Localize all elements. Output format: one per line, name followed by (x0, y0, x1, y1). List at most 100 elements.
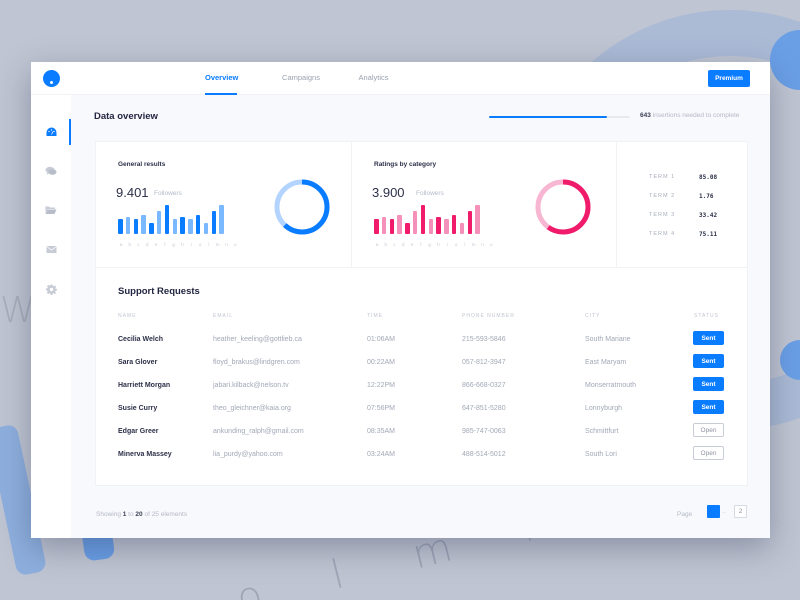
column-header-phone: PHONE NUMBER (462, 313, 515, 319)
sidebar-item-mail[interactable] (31, 236, 71, 262)
status-button[interactable]: Sent (693, 400, 724, 414)
bar (451, 215, 457, 234)
support-requests-title: Support Requests (118, 286, 200, 297)
bar (475, 205, 480, 234)
tab-overview[interactable]: Overview (205, 62, 238, 95)
sidebar-item-messages[interactable] (31, 158, 71, 184)
bar-label: i (446, 242, 448, 247)
table-row: Sara Glover floyd_brakus@lindgren.com 00… (96, 352, 747, 375)
bar-label: g (172, 242, 175, 247)
cell-email[interactable]: floyd_brakus@lindgren.com (213, 359, 300, 366)
cell-email[interactable]: jabari.kilback@nelson.tv (213, 382, 289, 389)
cell-time: 00:22AM (367, 359, 396, 366)
cell-name: Cecilia Welch (118, 336, 164, 343)
bar-label: l (464, 242, 466, 247)
status-button[interactable]: Sent (693, 354, 724, 368)
bar (118, 219, 123, 234)
mail-icon (45, 245, 57, 253)
cell-time: 08:35AM (367, 428, 396, 435)
cell-name: Susie Curry (118, 405, 158, 412)
table-row: Susie Curry theo_gleichner@kaia.org 07:5… (96, 398, 747, 421)
page-button-2[interactable]: 2 (734, 505, 747, 518)
table-row: Minerva Massey lia_purdy@yahoo.com 03:24… (96, 444, 747, 467)
sidebar (31, 95, 71, 538)
bar-label: d (146, 242, 149, 247)
background-dot-decoration (780, 340, 800, 380)
cell-time: 03:24AM (367, 451, 396, 458)
app-logo-icon[interactable] (43, 70, 60, 87)
bar (389, 219, 395, 234)
term-row: TERM 4 75.11 (649, 231, 729, 238)
cell-city: Schmittfurt (585, 428, 619, 435)
bar (420, 205, 426, 234)
cell-time: 07:56PM (367, 405, 396, 412)
bar-label: n (225, 242, 228, 247)
cell-email[interactable]: ankunding_ralph@gmail.com (213, 428, 304, 435)
cell-email[interactable]: heather_keeling@gottlieb.ca (213, 336, 302, 343)
pagination-summary: Showing 1 to 20 of 25 elements (96, 511, 187, 518)
status-button[interactable]: Sent (693, 331, 724, 345)
ratings-value: 3.900 (372, 185, 405, 200)
bar (444, 219, 449, 234)
gear-icon (45, 283, 57, 295)
sidebar-item-files[interactable] (31, 197, 71, 223)
page-button-1[interactable]: 1 (707, 505, 720, 518)
cell-email[interactable]: theo_gleichner@kaia.org (213, 405, 291, 412)
bar (219, 205, 224, 234)
cell-city: South Lori (585, 451, 617, 458)
premium-button[interactable]: Premium (708, 70, 750, 87)
cell-email[interactable]: lia_purdy@yahoo.com (213, 451, 283, 458)
bar-label: c (393, 242, 396, 247)
insertions-count: 643 (640, 112, 651, 119)
status-button[interactable]: Open (693, 423, 724, 437)
bar (428, 219, 434, 234)
term-label: TERM 2 (649, 193, 676, 199)
page-title: Data overview (94, 111, 158, 122)
bar-label: e (410, 242, 414, 247)
bar-label: f (420, 242, 422, 247)
bar (459, 223, 465, 234)
table-row: Harriett Morgan jabari.kilback@nelson.tv… (96, 375, 747, 398)
cell-name: Edgar Greer (118, 428, 159, 435)
page-ellipsis: .. (722, 509, 726, 515)
bar (436, 217, 441, 234)
tab-analytics[interactable]: Analytics (358, 73, 389, 82)
term-value: 85.08 (699, 174, 718, 181)
bar-label: i (190, 242, 192, 247)
page-label: Page (677, 511, 693, 518)
bar-label: o (198, 242, 202, 247)
cell-city: Lonnyburgh (585, 405, 622, 412)
bar-label: a (375, 242, 379, 247)
section-divider (96, 267, 747, 268)
cell-city: East Maryam (585, 359, 627, 366)
progress-caption: insertions needed to complete (650, 112, 740, 119)
cell-phone: 647-851-5280 (462, 405, 506, 412)
bar-label: d (402, 242, 405, 247)
status-button[interactable]: Sent (693, 377, 724, 391)
cell-name: Harriett Morgan (118, 382, 171, 389)
ratings-title: Ratings by category (374, 161, 437, 168)
term-row: TERM 3 33.42 (649, 212, 729, 219)
sidebar-item-dashboard[interactable] (31, 119, 71, 145)
status-button[interactable]: Open (693, 446, 724, 460)
bar (156, 211, 162, 234)
bar-label: l (208, 242, 210, 247)
term-label: TERM 4 (649, 231, 676, 237)
bar-label: b (384, 242, 387, 247)
bar-label: a (119, 242, 123, 247)
tab-campaigns[interactable]: Campaigns (282, 73, 320, 82)
bar-label: g (428, 242, 431, 247)
column-header-email: EMAIL (213, 313, 234, 319)
sidebar-item-settings[interactable] (31, 276, 71, 302)
background-letter-decoration: W (0, 290, 36, 331)
term-value: 75.11 (699, 231, 718, 238)
bar (141, 215, 146, 234)
bar-label: o (490, 242, 493, 247)
cell-phone: 985-747-0063 (462, 428, 506, 435)
cell-name: Minerva Massey (118, 451, 172, 458)
cell-phone: 488-514-5012 (462, 451, 506, 458)
bar (397, 215, 402, 234)
term-label: TERM 1 (649, 174, 676, 180)
column-header-city: CITY (585, 313, 601, 319)
